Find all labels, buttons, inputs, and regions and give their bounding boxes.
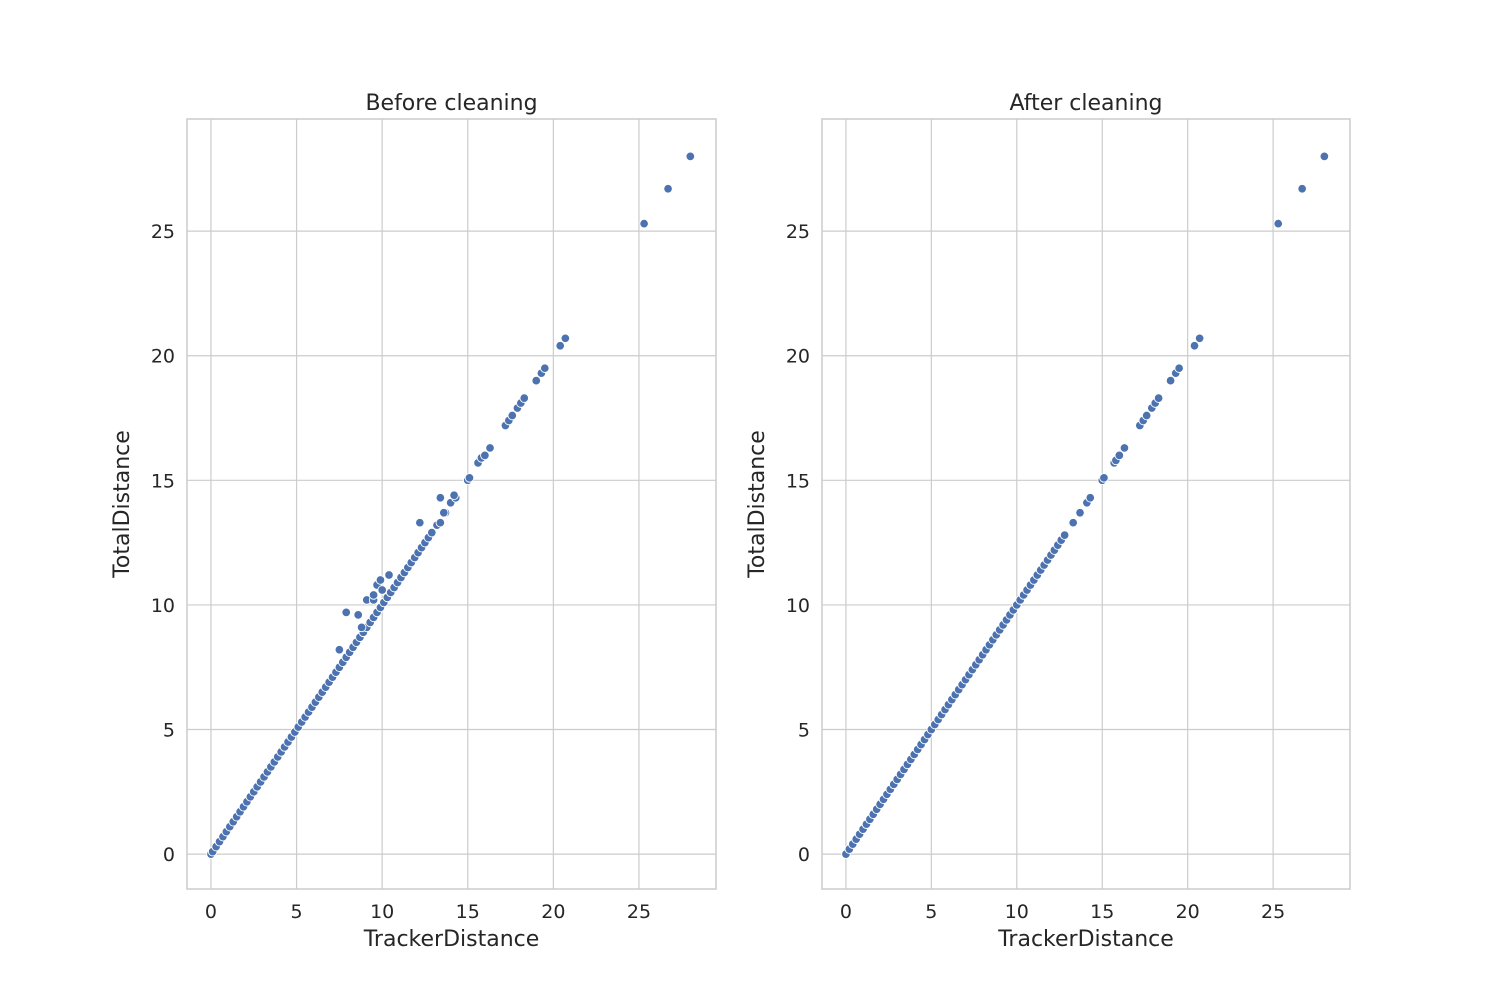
scatter-point — [334, 645, 345, 655]
scatter-point — [464, 473, 475, 483]
scatter-point — [485, 443, 495, 453]
scatter-point — [1099, 473, 1109, 483]
chart-title: Before cleaning — [365, 91, 537, 116]
y-tick-label: 20 — [151, 346, 175, 368]
scatter-point — [1059, 530, 1070, 540]
scatter-point — [415, 517, 425, 528]
scatter-point — [1141, 410, 1152, 421]
scatter-point — [375, 575, 386, 585]
y-tick-label: 25 — [151, 221, 175, 243]
panel-after-cleaning: 0 5 10 15 20 25 0 5 10 15 20 25 After cleaning Tracke… — [745, 91, 1351, 952]
x-tick-label: 10 — [1005, 901, 1029, 923]
y-axis-label: TotalDistance — [110, 430, 135, 579]
scatter-point — [1319, 151, 1330, 162]
scatter-point — [377, 585, 387, 595]
y-tick-label: 10 — [151, 595, 175, 617]
axes-frame — [821, 118, 1351, 890]
scatter-point — [1194, 333, 1205, 344]
scatter-point — [1273, 218, 1283, 229]
y-axis-label: TotalDistance — [745, 430, 770, 579]
scatter-point — [1174, 363, 1184, 373]
y-tick-label: 20 — [786, 346, 810, 368]
y-tick-label: 15 — [786, 470, 810, 492]
scatter-point — [341, 607, 351, 618]
scatter-point — [1114, 450, 1125, 461]
scatter-point — [531, 375, 541, 386]
scatter-point — [480, 450, 490, 461]
scatter-point — [540, 363, 550, 373]
x-tick-label: 20 — [1176, 901, 1200, 923]
scatter-point — [1189, 341, 1200, 351]
scatter-point — [1068, 517, 1078, 528]
panel-before-cleaning: 0 5 10 15 20 25 0 5 10 15 20 25 Before cleaning Track… — [110, 91, 717, 952]
scatter-point — [353, 610, 363, 620]
x-tick-label: 20 — [541, 901, 565, 923]
scatter-point — [435, 517, 446, 528]
x-tick-label: 25 — [1261, 901, 1285, 923]
y-tick-label: 5 — [163, 720, 175, 742]
x-tick-label: 15 — [1090, 901, 1114, 923]
scatter-point — [685, 151, 696, 162]
x-tick-label: 10 — [370, 901, 394, 923]
y-tick-label: 15 — [151, 470, 175, 492]
x-axis-label: TrackerDistance — [363, 927, 540, 952]
scatter-point — [639, 218, 649, 229]
chart-title: After cleaning — [1009, 91, 1162, 116]
x-tick-label: 0 — [840, 901, 852, 923]
scatter-point — [427, 527, 437, 538]
y-tick-label: 5 — [798, 720, 810, 742]
y-tick-label: 0 — [163, 844, 175, 866]
scatter-point — [1119, 443, 1130, 453]
scatter-point — [356, 622, 367, 633]
scatter-point — [663, 184, 673, 194]
x-tick-label: 0 — [205, 901, 217, 923]
scatter-point — [560, 333, 571, 344]
x-tick-label: 25 — [627, 901, 651, 923]
scatter-point — [1297, 184, 1307, 194]
y-tick-label: 10 — [786, 595, 810, 617]
axes-frame — [186, 118, 717, 890]
scatter-point — [555, 341, 565, 351]
y-tick-label: 25 — [786, 221, 810, 243]
x-tick-label: 15 — [456, 901, 480, 923]
scatter-point — [1085, 493, 1096, 503]
scatter-point — [507, 410, 518, 421]
scatter-point — [1153, 393, 1164, 403]
y-tick-label: 0 — [798, 844, 810, 866]
scatter-point — [384, 570, 394, 580]
scatter-point — [1165, 375, 1176, 386]
scatter-point — [435, 493, 446, 503]
x-axis-label: TrackerDistance — [997, 927, 1174, 952]
x-tick-label: 5 — [291, 901, 303, 923]
scatter-point — [449, 490, 459, 501]
scatter-point — [439, 507, 449, 518]
scatter-point — [368, 590, 379, 600]
x-tick-label: 5 — [925, 901, 937, 923]
scatter-point — [519, 393, 530, 403]
scatter-point — [1075, 507, 1085, 518]
